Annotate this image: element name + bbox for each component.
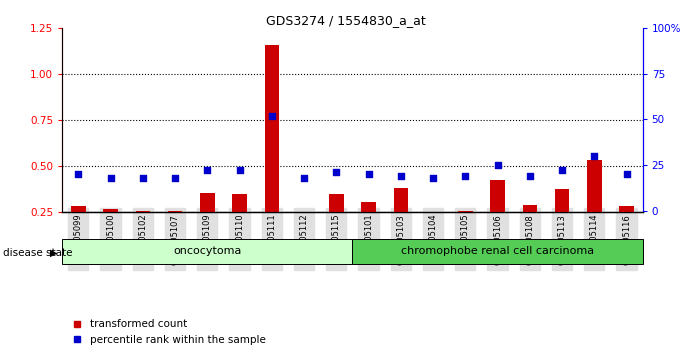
Bar: [265, 45, 279, 212]
Bar: [394, 188, 408, 212]
Text: disease state: disease state: [3, 248, 73, 258]
Bar: [619, 206, 634, 212]
Bar: [491, 180, 504, 212]
Bar: [232, 194, 247, 212]
Bar: [458, 211, 473, 212]
Bar: [555, 189, 569, 212]
Bar: [352, 239, 643, 264]
Bar: [297, 212, 312, 217]
Point: [589, 153, 600, 159]
Point: [428, 175, 439, 181]
Point: [73, 171, 84, 177]
Point: [105, 175, 116, 181]
Point: [202, 168, 213, 173]
Point: [524, 173, 536, 179]
Point: [169, 175, 180, 181]
Point: [363, 171, 374, 177]
Text: oncocytoma: oncocytoma: [173, 246, 241, 256]
Bar: [135, 211, 150, 212]
Bar: [361, 202, 376, 212]
Bar: [522, 205, 537, 212]
Point: [492, 162, 503, 168]
Text: GDS3274 / 1554830_a_at: GDS3274 / 1554830_a_at: [265, 14, 426, 27]
Point: [138, 175, 149, 181]
Bar: [200, 193, 214, 212]
Text: ▶: ▶: [50, 248, 57, 258]
Point: [460, 173, 471, 179]
Bar: [168, 211, 182, 212]
Bar: [587, 160, 601, 212]
Point: [395, 173, 406, 179]
Bar: [104, 209, 117, 212]
Bar: [329, 194, 343, 212]
Legend: transformed count, percentile rank within the sample: transformed count, percentile rank withi…: [68, 315, 270, 349]
Bar: [71, 206, 86, 212]
Point: [621, 171, 632, 177]
Text: chromophobe renal cell carcinoma: chromophobe renal cell carcinoma: [401, 246, 594, 256]
Bar: [62, 239, 352, 264]
Point: [556, 168, 567, 173]
Point: [234, 168, 245, 173]
Bar: [426, 212, 440, 217]
Point: [266, 113, 277, 119]
Point: [331, 170, 342, 175]
Point: [299, 175, 310, 181]
